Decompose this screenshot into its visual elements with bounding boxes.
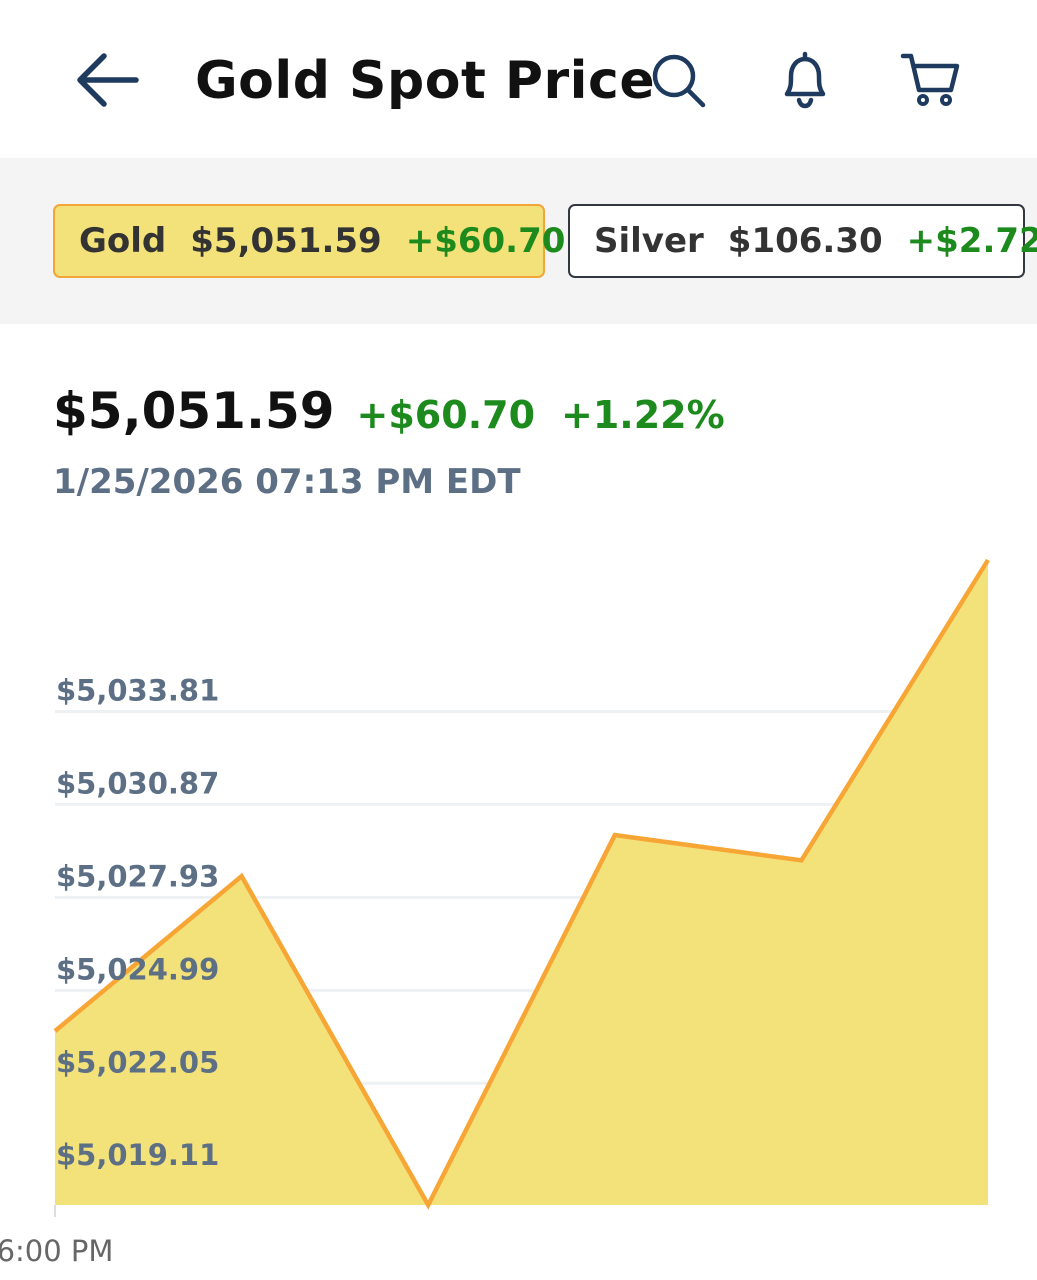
metal-name: Silver	[594, 221, 704, 261]
x-tick-label: 6:00 PM	[0, 1234, 113, 1268]
gold-chip[interactable]: Gold $5,051.59 +$60.70	[53, 204, 565, 278]
y-tick-label: $5,019.11	[56, 1138, 219, 1172]
y-tick-label: $5,022.05	[56, 1045, 219, 1079]
price-change: +$60.70	[356, 393, 536, 437]
back-button[interactable]	[70, 45, 146, 115]
back-arrow-icon	[77, 53, 139, 107]
app-header: Gold Spot Price	[0, 0, 1037, 158]
silver-chip[interactable]: Silver $106.30 +$2.72	[568, 204, 1037, 278]
cart-icon	[900, 53, 960, 106]
current-price: $5,051.59	[53, 382, 335, 440]
search-button[interactable]	[646, 48, 710, 112]
bell-icon	[784, 51, 826, 109]
cart-button[interactable]	[899, 48, 963, 112]
price-timestamp: 1/25/2026 07:13 PM EDT	[53, 462, 521, 502]
y-tick-label: $5,033.81	[56, 673, 219, 707]
price-chart-svg: $5,033.81 $5,030.87 $5,027.93 $5,024.99 $5,0…	[0, 558, 990, 1268]
price-line	[53, 558, 990, 1210]
price-summary: $5,051.59 +$60.70 +1.22%	[53, 382, 725, 440]
price-chart[interactable]: $5,033.81 $5,030.87 $5,027.93 $5,024.99 $5,0…	[0, 540, 1037, 1280]
y-tick-label: $5,024.99	[56, 952, 219, 986]
metal-change: +$60.70	[405, 221, 566, 261]
price-area	[55, 560, 988, 1205]
metal-change: +$2.72	[906, 221, 1037, 261]
metal-name: Gold	[79, 221, 167, 261]
metal-price: $106.30	[727, 221, 883, 261]
metal-price: $5,051.59	[190, 221, 382, 261]
page-title: Gold Spot Price	[195, 51, 656, 111]
price-change-percent: +1.22%	[561, 393, 725, 437]
alerts-button[interactable]	[773, 48, 837, 112]
search-icon	[652, 54, 706, 108]
y-tick-label: $5,030.87	[56, 766, 219, 800]
y-tick-label: $5,027.93	[56, 859, 219, 893]
metal-selector-bar: Gold $5,051.59 +$60.70 Silver $106.30 +$…	[0, 158, 1037, 324]
